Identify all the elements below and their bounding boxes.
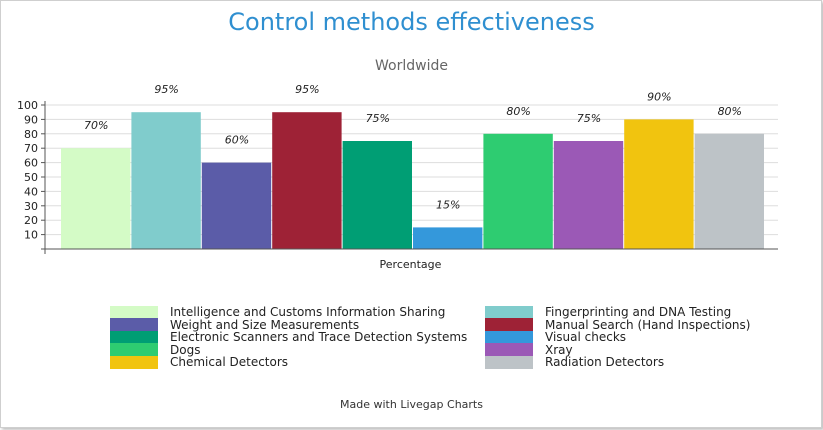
y-tick-label: 80 bbox=[24, 128, 38, 141]
chart-title: Control methods effectiveness bbox=[228, 8, 595, 36]
data-label: 75% bbox=[577, 112, 601, 125]
legend-item[interactable]: Fingerprinting and DNA Testing bbox=[485, 305, 732, 319]
legend-item[interactable]: Weight and Size Measurements bbox=[110, 317, 360, 332]
legend-item[interactable]: Chemical Detectors bbox=[110, 355, 289, 369]
bar bbox=[61, 148, 131, 249]
legend-label: Fingerprinting and DNA Testing bbox=[545, 305, 732, 319]
y-tick-label: 30 bbox=[24, 200, 38, 213]
y-tick-label: 90 bbox=[24, 113, 38, 126]
data-label: 90% bbox=[647, 90, 671, 103]
legend-swatch bbox=[110, 355, 158, 369]
legend-item[interactable]: Manual Search (Hand Inspections) bbox=[485, 317, 751, 332]
y-tick-label: 70 bbox=[24, 142, 38, 155]
legend-label: Intelligence and Customs Information Sha… bbox=[170, 305, 446, 319]
legend-label: Electronic Scanners and Trace Detection … bbox=[170, 330, 468, 344]
footer-credit: Made with Livegap Charts bbox=[340, 398, 483, 411]
x-axis-label: Percentage bbox=[380, 258, 442, 271]
chart-subtitle: Worldwide bbox=[375, 58, 448, 74]
y-tick-label: 10 bbox=[24, 229, 38, 242]
legend-swatch bbox=[110, 343, 158, 356]
legend-item[interactable]: Intelligence and Customs Information Sha… bbox=[110, 305, 446, 319]
data-label: 80% bbox=[506, 105, 530, 118]
y-tick-label: 20 bbox=[24, 214, 38, 227]
bar bbox=[272, 112, 342, 249]
data-label: 60% bbox=[225, 134, 249, 147]
legend-item[interactable]: Dogs bbox=[110, 342, 201, 357]
legend-swatch bbox=[110, 330, 158, 344]
data-label: 80% bbox=[718, 105, 742, 118]
legend-swatch bbox=[485, 330, 533, 344]
legend-label: Manual Search (Hand Inspections) bbox=[545, 317, 751, 332]
y-tick-label: 100 bbox=[17, 99, 38, 112]
legend-item[interactable]: Radiation Detectors bbox=[485, 355, 665, 369]
legend-item[interactable]: Visual checks bbox=[485, 330, 627, 344]
data-label: 95% bbox=[154, 83, 178, 96]
legend-swatch bbox=[485, 355, 533, 369]
y-tick-label: 60 bbox=[24, 157, 38, 170]
data-label: 15% bbox=[436, 198, 460, 211]
legend-label: Xray bbox=[545, 342, 573, 357]
legend-label: Weight and Size Measurements bbox=[170, 317, 360, 332]
legend-swatch bbox=[110, 318, 158, 331]
legend-item[interactable]: Electronic Scanners and Trace Detection … bbox=[110, 330, 468, 344]
bar bbox=[131, 112, 201, 249]
bar bbox=[624, 119, 694, 250]
y-tick-label: 50 bbox=[24, 171, 38, 184]
legend-label: Chemical Detectors bbox=[170, 355, 289, 369]
bar bbox=[413, 227, 483, 249]
legend-label: Radiation Detectors bbox=[545, 355, 665, 369]
legend-swatch bbox=[485, 305, 533, 319]
legend-swatch bbox=[110, 305, 158, 319]
data-label: 75% bbox=[366, 112, 390, 125]
data-label: 95% bbox=[295, 83, 319, 96]
legend-label: Dogs bbox=[170, 342, 201, 357]
bar bbox=[553, 141, 624, 249]
bar bbox=[342, 141, 412, 249]
bar bbox=[483, 133, 553, 249]
bar bbox=[694, 133, 764, 249]
legend-swatch bbox=[485, 318, 533, 331]
legend-label: Visual checks bbox=[545, 330, 627, 344]
data-label: 70% bbox=[84, 119, 108, 132]
legend-item[interactable]: Xray bbox=[485, 342, 573, 357]
legend-swatch bbox=[485, 343, 533, 356]
bar bbox=[201, 162, 272, 249]
y-tick-label: 40 bbox=[24, 185, 38, 198]
